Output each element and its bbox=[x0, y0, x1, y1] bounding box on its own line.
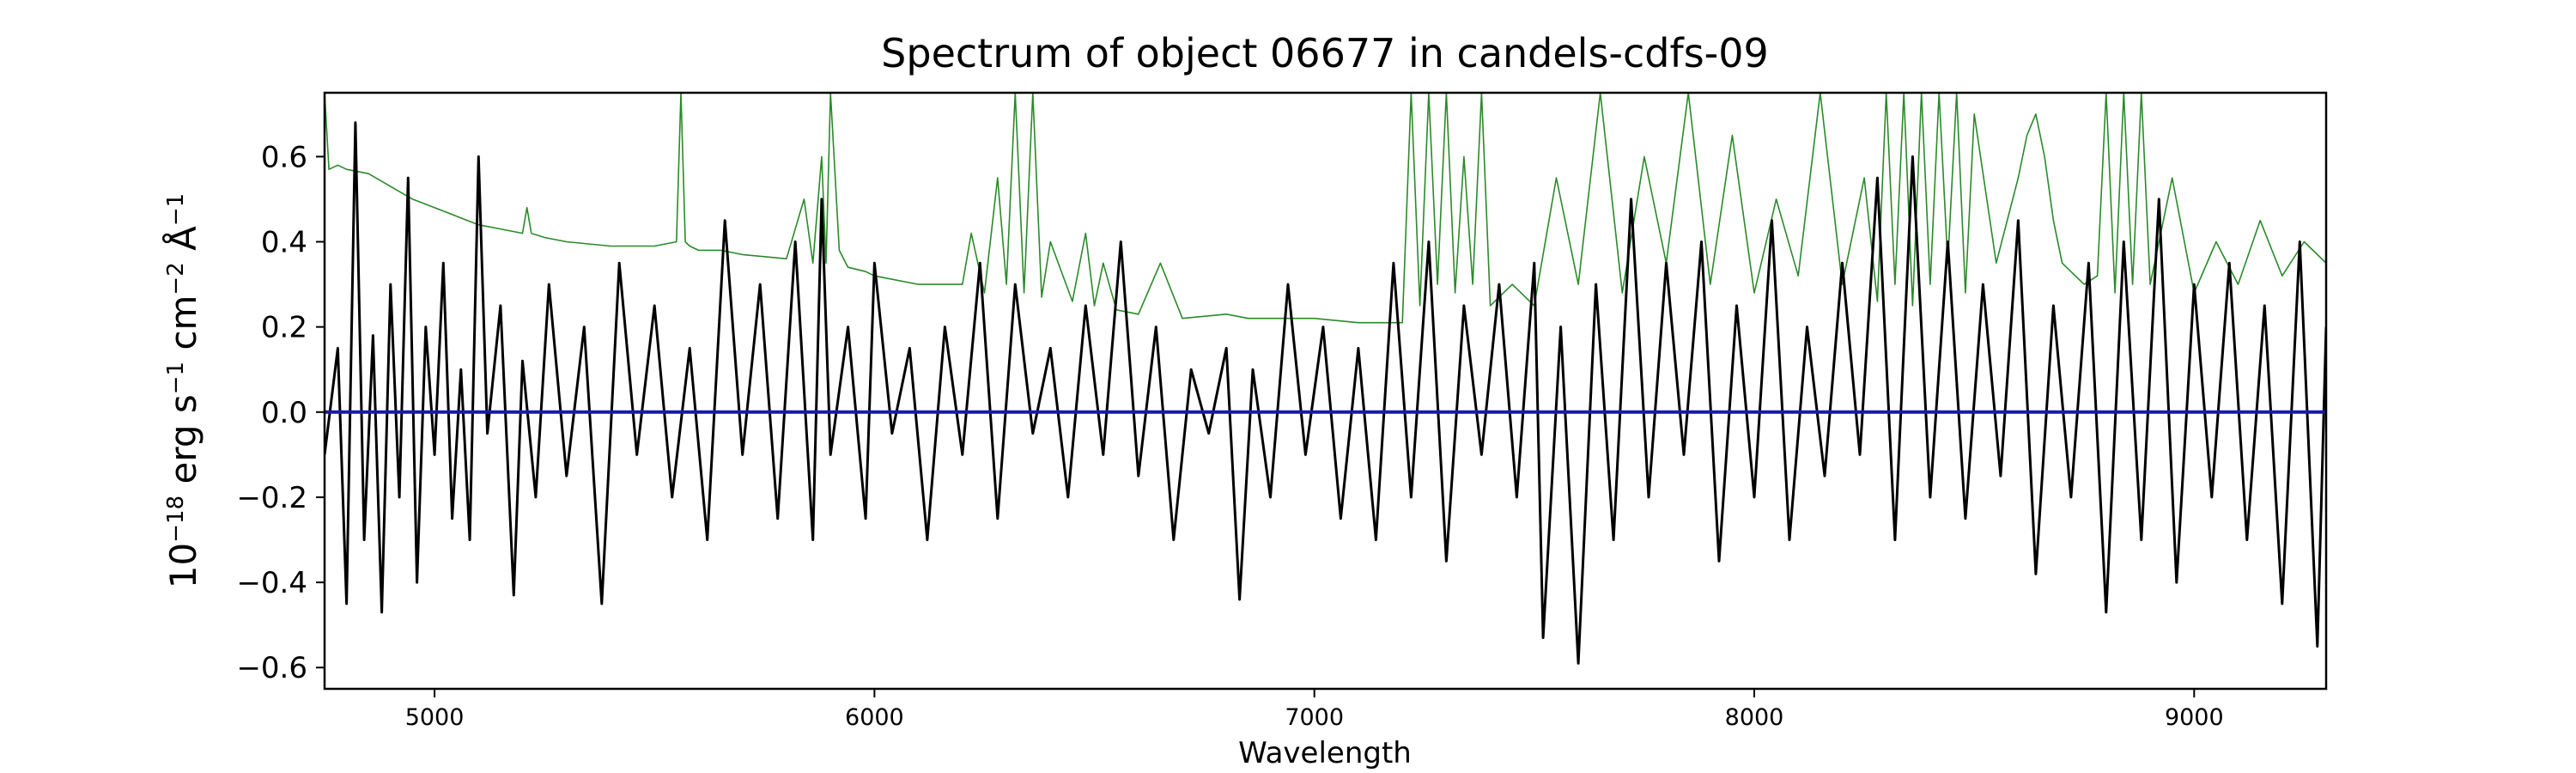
x-axis-label: Wavelength bbox=[1238, 736, 1412, 770]
y-tick-label: 0.2 bbox=[261, 311, 307, 345]
y-tick-label: −0.6 bbox=[236, 651, 307, 685]
y-tick-label: 0.6 bbox=[261, 140, 307, 174]
series-line-error bbox=[325, 93, 2326, 324]
y-axis-label: 10−18 erg s−1 cm−2 Å−1 bbox=[161, 193, 204, 588]
x-tick-label: 9000 bbox=[2165, 704, 2224, 731]
x-tick-label: 5000 bbox=[405, 704, 465, 731]
x-tick-label: 8000 bbox=[1725, 704, 1784, 731]
x-tick-label: 6000 bbox=[845, 704, 904, 731]
chart-title: Spectrum of object 06677 in candels-cdfs… bbox=[881, 30, 1769, 76]
plot-series-layer bbox=[325, 93, 2326, 665]
x-tick-label: 7000 bbox=[1285, 704, 1344, 731]
y-tick-label: 0.4 bbox=[261, 226, 307, 260]
y-tick-label: −0.2 bbox=[236, 481, 307, 515]
y-tick-label: −0.4 bbox=[236, 566, 307, 600]
y-axis: 0.6 0.4 0.2 0.0 −0.2 −0.4 −0.6 bbox=[236, 140, 325, 685]
series-line-flux bbox=[325, 121, 2326, 665]
x-axis: 5000 6000 7000 8000 9000 bbox=[405, 689, 2224, 731]
y-tick-label: 0.0 bbox=[261, 396, 307, 430]
plot-frame bbox=[323, 91, 2328, 691]
